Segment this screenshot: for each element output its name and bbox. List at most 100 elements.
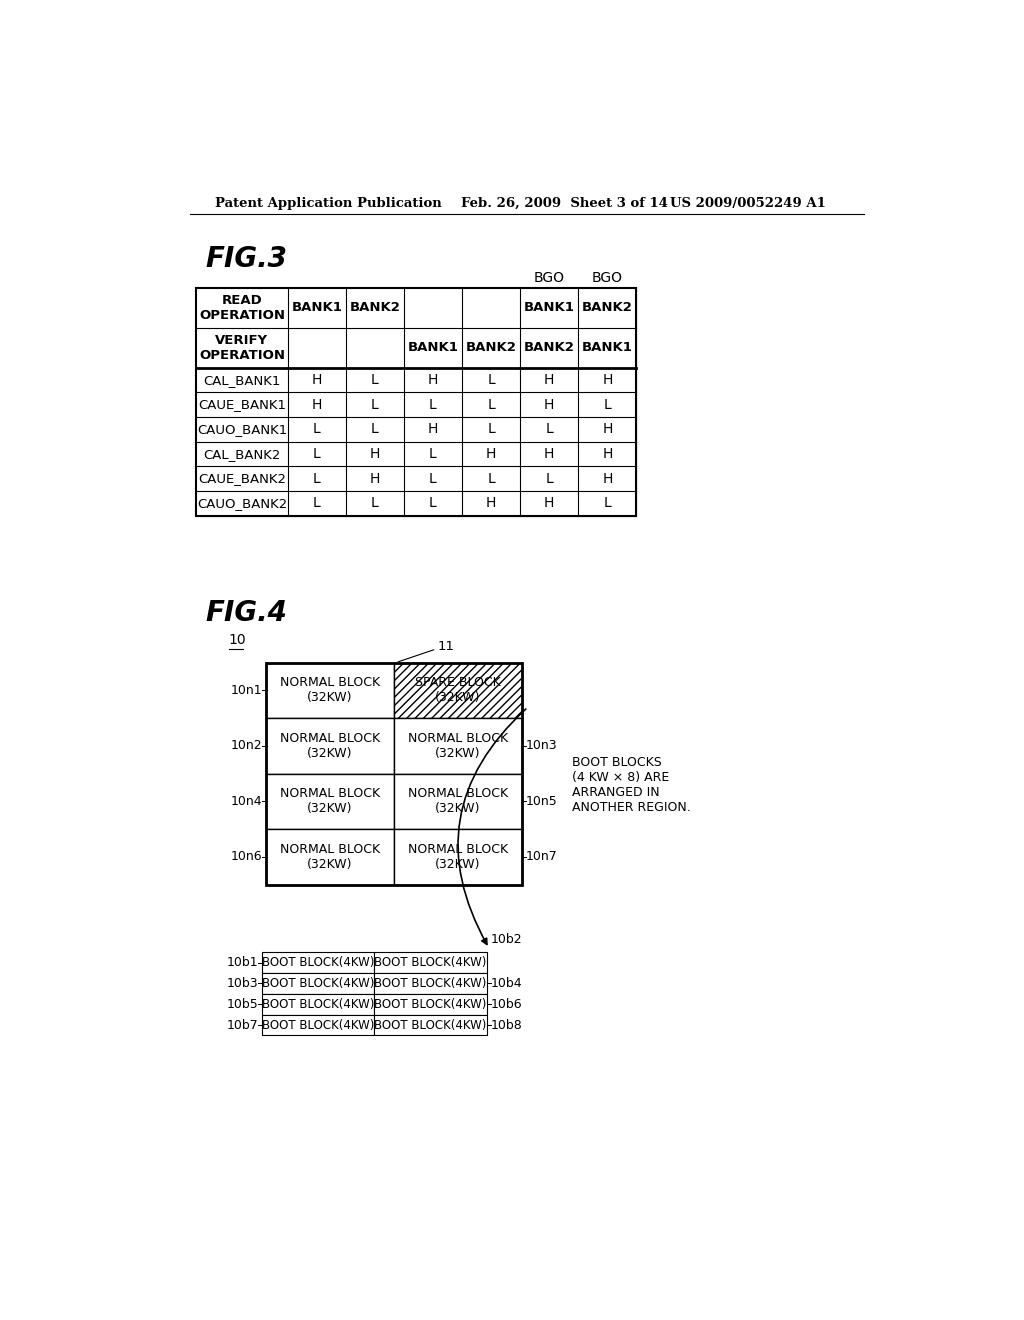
Text: BGO: BGO <box>592 271 623 285</box>
Text: L: L <box>371 422 379 437</box>
Text: H: H <box>486 447 497 461</box>
Bar <box>266 663 521 884</box>
Text: NORMAL BLOCK
(32KW): NORMAL BLOCK (32KW) <box>408 842 508 871</box>
Text: H: H <box>544 397 554 412</box>
Bar <box>262 994 375 1015</box>
Text: 10b6: 10b6 <box>490 998 522 1011</box>
Text: 10n2: 10n2 <box>230 739 262 752</box>
Text: H: H <box>544 374 554 387</box>
Text: 10b4: 10b4 <box>490 977 522 990</box>
Text: L: L <box>429 397 437 412</box>
Text: BANK1: BANK1 <box>523 301 574 314</box>
Text: H: H <box>544 496 554 511</box>
Text: FIG.4: FIG.4 <box>206 599 288 627</box>
Text: BANK1: BANK1 <box>582 342 633 354</box>
Text: Feb. 26, 2009  Sheet 3 of 14: Feb. 26, 2009 Sheet 3 of 14 <box>461 197 669 210</box>
Text: H: H <box>370 447 380 461</box>
Text: L: L <box>546 422 553 437</box>
Text: CAUE_BANK1: CAUE_BANK1 <box>198 399 286 412</box>
Text: US 2009/0052249 A1: US 2009/0052249 A1 <box>671 197 826 210</box>
Text: BOOT BLOCK(4KW): BOOT BLOCK(4KW) <box>262 998 375 1011</box>
Text: 10: 10 <box>228 634 247 647</box>
Text: H: H <box>486 496 497 511</box>
Text: BOOT BLOCK(4KW): BOOT BLOCK(4KW) <box>262 1019 375 1031</box>
Bar <box>394 829 521 884</box>
Text: 10n7: 10n7 <box>525 850 557 863</box>
Text: L: L <box>603 397 611 412</box>
Text: READ
OPERATION: READ OPERATION <box>199 294 285 322</box>
Text: NORMAL BLOCK
(32KW): NORMAL BLOCK (32KW) <box>280 731 380 760</box>
Text: CAUE_BANK2: CAUE_BANK2 <box>198 473 286 486</box>
Text: L: L <box>371 496 379 511</box>
Text: BGO: BGO <box>534 271 564 285</box>
Text: L: L <box>429 496 437 511</box>
Text: L: L <box>429 447 437 461</box>
Text: NORMAL BLOCK
(32KW): NORMAL BLOCK (32KW) <box>280 787 380 816</box>
Text: H: H <box>602 422 612 437</box>
Text: L: L <box>313 422 321 437</box>
Text: L: L <box>487 422 495 437</box>
Text: H: H <box>428 374 438 387</box>
Text: L: L <box>313 471 321 486</box>
Bar <box>262 1015 375 1035</box>
Text: L: L <box>487 471 495 486</box>
Text: 10b8: 10b8 <box>490 1019 522 1031</box>
Text: H: H <box>311 397 322 412</box>
Text: BOOT BLOCK(4KW): BOOT BLOCK(4KW) <box>375 998 486 1011</box>
Bar <box>266 718 394 774</box>
Text: BOOT BLOCKS
(4 KW × 8) ARE
ARRANGED IN
ANOTHER REGION.: BOOT BLOCKS (4 KW × 8) ARE ARRANGED IN A… <box>572 756 691 813</box>
Bar <box>375 1015 486 1035</box>
Text: VERIFY
OPERATION: VERIFY OPERATION <box>199 334 285 362</box>
Text: NORMAL BLOCK
(32KW): NORMAL BLOCK (32KW) <box>280 676 380 705</box>
Text: 10b2: 10b2 <box>490 933 522 946</box>
Text: NORMAL BLOCK
(32KW): NORMAL BLOCK (32KW) <box>408 787 508 816</box>
Text: SPARE BLOCK
(32KW): SPARE BLOCK (32KW) <box>415 676 501 705</box>
Text: 10b7: 10b7 <box>226 1019 258 1031</box>
Text: BANK2: BANK2 <box>466 342 516 354</box>
Text: H: H <box>311 374 322 387</box>
Bar <box>262 952 375 973</box>
Text: 10n6: 10n6 <box>230 850 262 863</box>
Text: BOOT BLOCK(4KW): BOOT BLOCK(4KW) <box>262 956 375 969</box>
Bar <box>197 288 636 516</box>
Text: BANK2: BANK2 <box>349 301 400 314</box>
Text: H: H <box>428 422 438 437</box>
Bar <box>394 718 521 774</box>
Text: BOOT BLOCK(4KW): BOOT BLOCK(4KW) <box>375 956 486 969</box>
Text: BANK1: BANK1 <box>408 342 459 354</box>
Text: 10n1: 10n1 <box>230 684 262 697</box>
Text: L: L <box>371 397 379 412</box>
Text: H: H <box>602 471 612 486</box>
Text: BANK2: BANK2 <box>523 342 574 354</box>
Bar <box>375 952 486 973</box>
Text: BOOT BLOCK(4KW): BOOT BLOCK(4KW) <box>262 977 375 990</box>
Bar <box>262 973 375 994</box>
Bar <box>266 829 394 884</box>
Text: NORMAL BLOCK
(32KW): NORMAL BLOCK (32KW) <box>408 731 508 760</box>
Text: BANK1: BANK1 <box>291 301 342 314</box>
Text: 10n3: 10n3 <box>525 739 557 752</box>
Text: H: H <box>602 374 612 387</box>
Text: L: L <box>546 471 553 486</box>
Text: L: L <box>487 374 495 387</box>
Text: CAUO_BANK1: CAUO_BANK1 <box>197 422 287 436</box>
Text: CAL_BANK1: CAL_BANK1 <box>203 374 281 387</box>
Text: L: L <box>429 471 437 486</box>
Text: H: H <box>544 447 554 461</box>
Text: BANK2: BANK2 <box>582 301 633 314</box>
Text: H: H <box>370 471 380 486</box>
Text: BOOT BLOCK(4KW): BOOT BLOCK(4KW) <box>375 977 486 990</box>
Text: FIG.3: FIG.3 <box>206 244 288 272</box>
Text: 11: 11 <box>438 640 455 653</box>
Text: CAUO_BANK2: CAUO_BANK2 <box>197 496 287 510</box>
Bar <box>394 774 521 829</box>
Text: CAL_BANK2: CAL_BANK2 <box>203 447 281 461</box>
Text: BOOT BLOCK(4KW): BOOT BLOCK(4KW) <box>375 1019 486 1031</box>
Bar <box>394 663 521 718</box>
Bar <box>266 663 394 718</box>
Text: 10n5: 10n5 <box>525 795 557 808</box>
Bar <box>375 994 486 1015</box>
Text: L: L <box>313 496 321 511</box>
Text: NORMAL BLOCK
(32KW): NORMAL BLOCK (32KW) <box>280 842 380 871</box>
Bar <box>375 973 486 994</box>
